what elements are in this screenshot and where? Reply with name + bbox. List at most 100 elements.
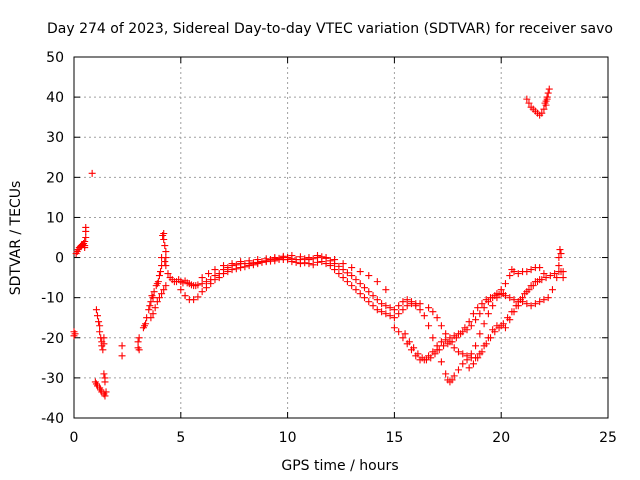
data-point (356, 268, 364, 276)
data-point (100, 340, 108, 348)
data-point (478, 348, 486, 356)
data-point (100, 370, 108, 378)
data-point (544, 294, 552, 302)
series-lower-band-b (401, 290, 507, 364)
data-point (467, 350, 475, 358)
data-point (538, 276, 546, 284)
data-point (305, 254, 313, 262)
data-point (437, 322, 445, 330)
data-point (474, 304, 482, 312)
data-point (386, 312, 394, 320)
data-point (427, 354, 435, 362)
x-tick-label: 0 (70, 430, 79, 446)
data-point (540, 105, 548, 113)
data-point (463, 352, 471, 360)
data-point (99, 346, 107, 354)
data-point (373, 296, 381, 304)
data-point (399, 298, 407, 306)
data-point (162, 248, 170, 256)
data-point (322, 254, 330, 262)
data-point (454, 366, 462, 374)
data-point (506, 294, 514, 302)
data-point (82, 223, 90, 231)
data-point (160, 229, 168, 237)
data-point (296, 253, 304, 261)
data-point (292, 258, 300, 266)
data-point (551, 270, 559, 278)
series-plateau-b (177, 256, 424, 322)
data-point (416, 306, 424, 314)
series-rise (139, 229, 170, 332)
y-tick-label: -10 (41, 291, 64, 307)
data-point (194, 293, 202, 301)
data-points (70, 85, 567, 400)
data-point (95, 318, 103, 326)
data-point (249, 261, 257, 269)
data-point (228, 260, 236, 268)
data-point (516, 296, 524, 304)
data-point (241, 263, 249, 271)
data-point (118, 342, 126, 350)
x-tick-label: 10 (279, 430, 297, 446)
data-point (556, 246, 564, 254)
data-point (198, 288, 206, 296)
x-tick-label: 15 (385, 430, 403, 446)
data-point (343, 269, 351, 277)
data-point (523, 95, 531, 103)
data-point (525, 99, 533, 107)
x-tick-label: 25 (599, 430, 617, 446)
data-point (220, 270, 228, 278)
data-point (425, 304, 433, 312)
data-point (296, 260, 304, 268)
data-point (553, 274, 561, 282)
data-point (465, 318, 473, 326)
data-point (425, 322, 433, 330)
data-point (529, 282, 537, 290)
data-point (476, 310, 484, 318)
data-point (484, 310, 492, 318)
data-point (459, 360, 467, 368)
data-point (365, 272, 373, 280)
data-point (555, 262, 563, 270)
data-point (501, 324, 509, 332)
data-point (360, 294, 368, 302)
data-point (194, 281, 202, 289)
series-drop-1 (92, 306, 108, 354)
data-point (211, 276, 219, 284)
data-point (318, 258, 326, 266)
data-point (146, 302, 154, 310)
data-point (207, 280, 215, 288)
data-point (224, 268, 232, 276)
data-point (150, 288, 158, 296)
data-point (508, 308, 516, 316)
data-point (378, 308, 386, 316)
data-point (487, 334, 495, 342)
data-point (469, 360, 477, 368)
data-point (433, 314, 441, 322)
data-point (440, 342, 448, 350)
data-point (501, 280, 509, 288)
data-point (405, 338, 413, 346)
y-tick-label: 20 (46, 170, 64, 186)
data-point (147, 298, 155, 306)
data-point (450, 344, 458, 352)
data-point (442, 370, 450, 378)
data-point (149, 294, 157, 302)
data-point (399, 306, 407, 314)
data-point (433, 346, 441, 354)
data-point (365, 288, 373, 296)
series-plateau-c (198, 252, 390, 294)
data-point (497, 286, 505, 294)
data-point (395, 310, 403, 318)
data-point (348, 272, 356, 280)
data-point (543, 95, 551, 103)
data-point (523, 268, 531, 276)
data-point (92, 306, 100, 314)
data-point (220, 262, 228, 270)
data-point (314, 252, 322, 260)
data-point (512, 302, 520, 310)
data-point (521, 290, 529, 298)
grid (74, 57, 608, 418)
data-point (538, 109, 546, 117)
data-point (493, 294, 501, 302)
